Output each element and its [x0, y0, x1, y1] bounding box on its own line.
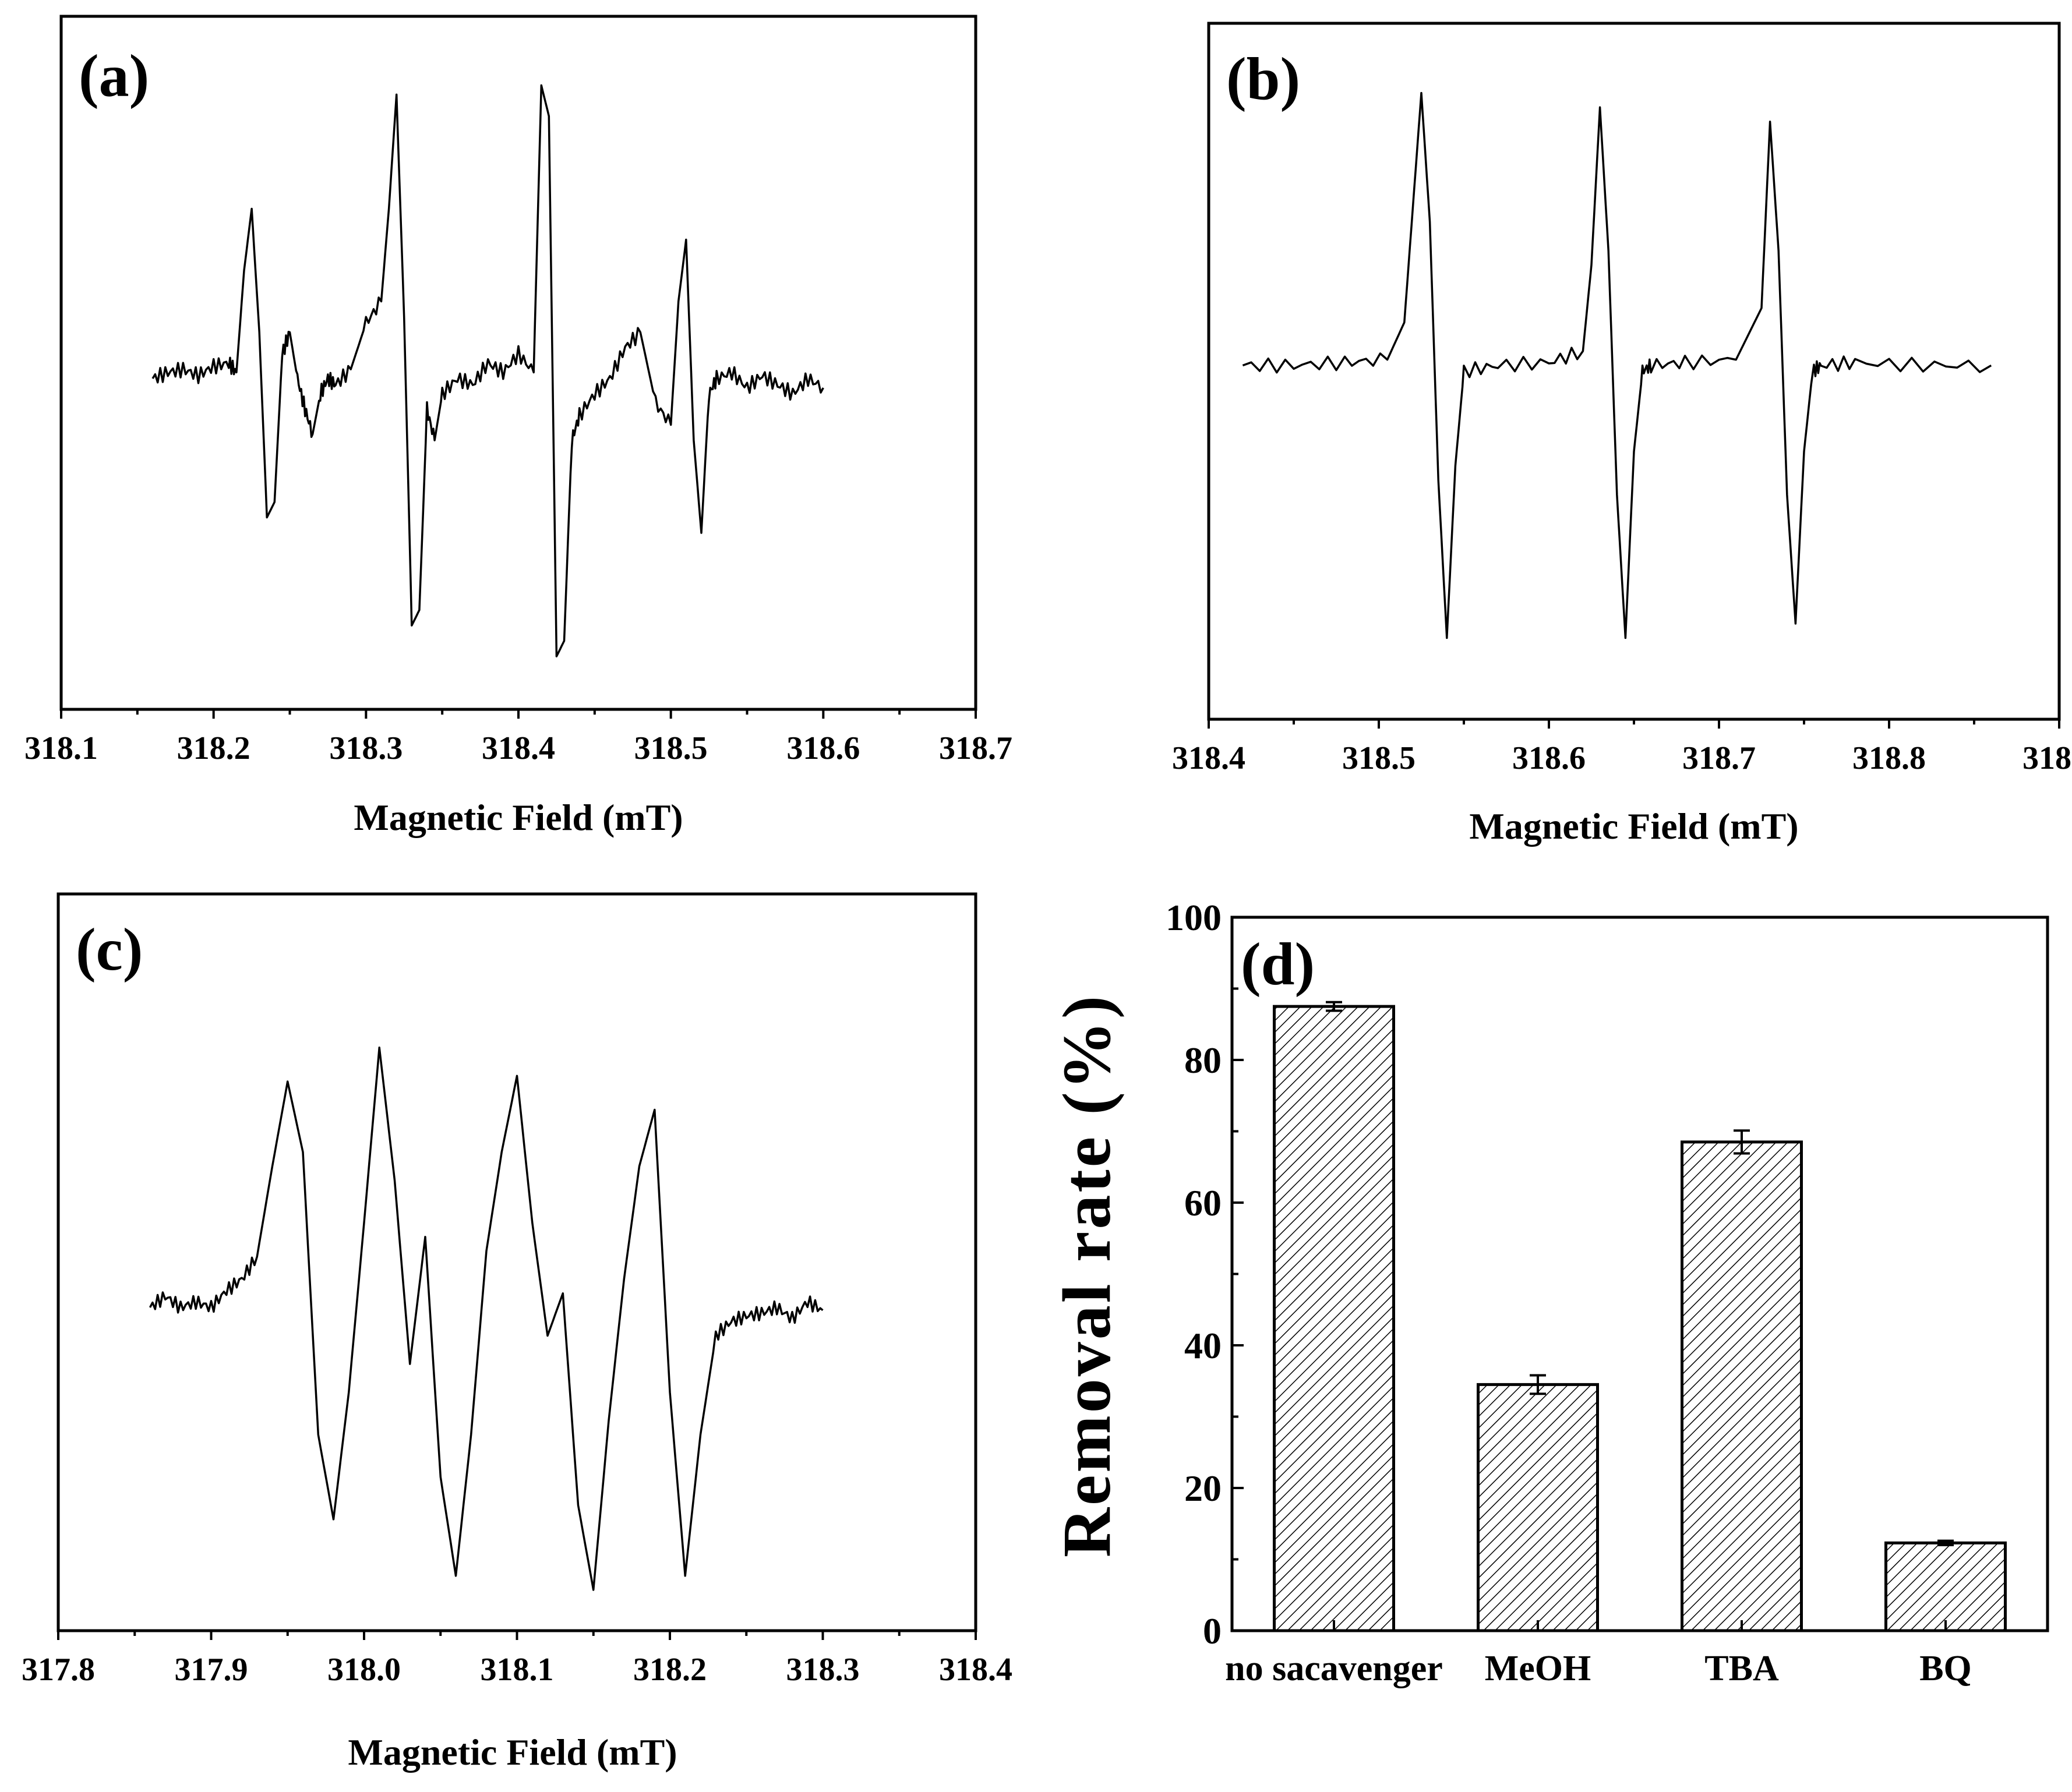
x-tick-label: 318.5	[1342, 740, 1416, 776]
x-tick-label: 318.4	[939, 1652, 1012, 1688]
panel-b: (b) 318.4 318.5 318.6 318.7 318.8 318.9 Magne…	[1172, 22, 2072, 847]
epr-trace-b	[1242, 91, 1992, 639]
panel-c: (c) 317.8 317.9 318.0 318.1 318.2 318.3 318.4 …	[22, 892, 1012, 1773]
x-tick-label: 318.3	[329, 730, 403, 766]
x-tick-label: 317.8	[22, 1652, 95, 1688]
panel-a: (a) 318.1 318.2 318.3 318.4 318.5 318.6 318.7 …	[24, 15, 1012, 838]
plot-frame-c	[57, 892, 977, 1632]
y-tick-label: 20	[1184, 1468, 1222, 1509]
bar-bq	[1884, 1541, 2007, 1632]
panel-d: (d) Removal rate (%) 0 20 40 60 80 100 no sac…	[1049, 897, 2049, 1688]
panel-label-c: (c)	[76, 916, 143, 983]
x-tick-label: 318.1	[24, 730, 98, 766]
bar-tba	[1681, 1140, 1803, 1632]
x-tick-label: 318.7	[1682, 740, 1756, 776]
x-axis-title-a: Magnetic Field (mT)	[354, 797, 683, 838]
panel-label-b: (b)	[1226, 45, 1300, 112]
x-ticks-b: 318.4 318.5 318.6 318.7 318.8 318.9	[1172, 719, 2072, 776]
x-axis-title-b: Magnetic Field (mT)	[1469, 805, 1798, 847]
x-tick-label: 318.6	[786, 730, 860, 766]
x-tick-label: 318.9	[2022, 740, 2072, 776]
x-tick-label: 318.4	[482, 730, 555, 766]
plot-frame-a	[59, 15, 977, 711]
x-tick-label: 318.4	[1172, 740, 1245, 776]
x-tick-label: 318.5	[634, 730, 708, 766]
bars-d: no sacavenger MeOH TBA BQ	[1225, 1001, 2007, 1688]
category-label: BQ	[1919, 1649, 1972, 1688]
x-tick-label: 318.8	[1852, 740, 1926, 776]
error-bar	[1734, 1129, 1750, 1155]
plot-frame-b	[1207, 22, 2061, 721]
x-ticks-a: 318.1 318.2 318.3 318.4 318.5 318.6 318.7	[24, 709, 1012, 766]
x-axis-title-c: Magnetic Field (mT)	[348, 1731, 677, 1773]
y-tick-label: 40	[1184, 1325, 1222, 1366]
y-tick-label: 0	[1203, 1610, 1222, 1652]
error-bar	[1326, 1001, 1342, 1012]
y-tick-label: 80	[1184, 1040, 1222, 1081]
category-label: TBA	[1704, 1649, 1779, 1688]
x-ticks-c: 317.8 317.9 318.0 318.1 318.2 318.3 318.4	[22, 1631, 1012, 1688]
y-tick-label: 60	[1184, 1182, 1222, 1224]
error-bar	[1937, 1539, 1954, 1546]
category-label: MeOH	[1485, 1649, 1591, 1688]
error-bar	[1530, 1374, 1546, 1395]
x-tick-label: 318.6	[1512, 740, 1586, 776]
panel-label-d: (d)	[1241, 931, 1315, 998]
y-ticks-d: 0 20 40 60 80 100	[1166, 897, 1244, 1652]
bar-no-sacavenger	[1273, 1005, 1395, 1632]
x-tick-label: 318.2	[633, 1652, 707, 1688]
epr-trace-a	[151, 84, 824, 658]
panel-label-a: (a)	[79, 43, 149, 109]
x-tick-label: 318.1	[481, 1652, 554, 1688]
x-tick-label: 318.3	[786, 1652, 860, 1688]
y-tick-label: 100	[1166, 897, 1222, 938]
category-label: no sacavenger	[1225, 1649, 1443, 1688]
x-tick-label: 318.2	[177, 730, 250, 766]
x-tick-label: 318.0	[327, 1652, 401, 1688]
bar-meoh	[1477, 1383, 1599, 1632]
x-tick-label: 317.9	[175, 1652, 248, 1688]
y-axis-title-d: Removal rate (%)	[1049, 994, 1125, 1557]
x-tick-label: 318.7	[939, 730, 1012, 766]
epr-trace-c	[149, 1047, 824, 1591]
